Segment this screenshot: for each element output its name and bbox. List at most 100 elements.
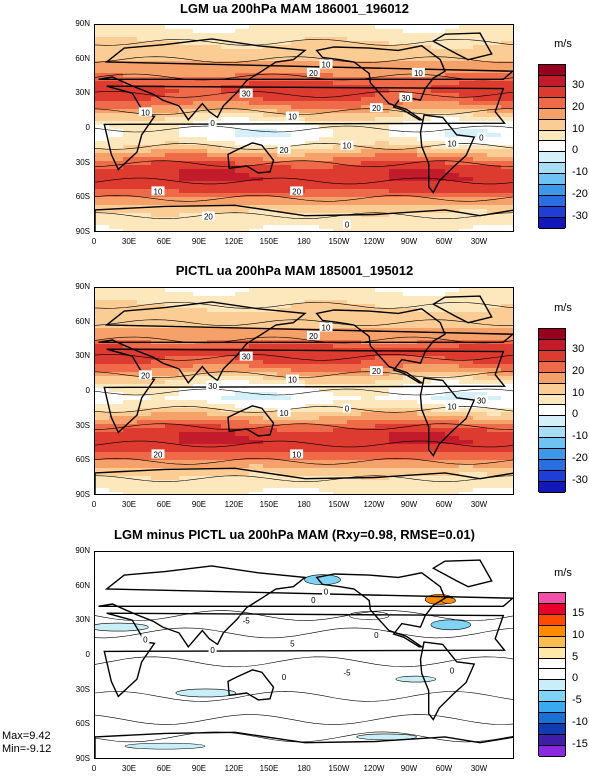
field-cell: [235, 448, 250, 453]
field-cell: [389, 25, 404, 30]
field-cell: [207, 93, 222, 98]
field-cell: [221, 448, 236, 453]
field-cell: [165, 197, 180, 202]
field-cell: [235, 225, 250, 230]
field-cell: [333, 105, 348, 110]
field-cell: [487, 105, 502, 110]
field-cell: [277, 392, 292, 397]
field-cell: [95, 384, 110, 389]
field-cell: [179, 121, 194, 126]
field-cell: [151, 109, 166, 114]
field-cell: [375, 141, 390, 146]
field-cell: [403, 336, 418, 341]
contour-label-bg: [445, 138, 459, 148]
field-cell: [319, 129, 334, 134]
field-cell: [459, 97, 474, 102]
field-cell: [319, 117, 334, 122]
field-cell: [193, 221, 208, 226]
field-cell: [403, 444, 418, 449]
field-cell: [347, 165, 362, 170]
field-cell: [109, 492, 124, 494]
field-cell: [487, 169, 502, 174]
field-cell: [137, 189, 152, 194]
field-cell: [235, 105, 250, 110]
field-cell: [389, 213, 404, 218]
field-cell: [501, 488, 513, 493]
field-cell: [123, 392, 138, 397]
field-cell: [347, 432, 362, 437]
field-cell: [361, 181, 376, 186]
field-cell: [487, 356, 502, 361]
field-cell: [333, 440, 348, 445]
field-cell: [431, 145, 446, 150]
field-cell: [375, 41, 390, 46]
field-cell: [333, 436, 348, 441]
field-cell: [165, 480, 180, 485]
coastline-6: [95, 204, 513, 231]
field-cell: [333, 149, 348, 154]
field-cell: [403, 312, 418, 317]
field-cell: [319, 472, 334, 477]
field-cell: [291, 81, 306, 86]
colorbar-box: [539, 350, 565, 362]
field-cell: [137, 41, 152, 46]
field-cell: [263, 400, 278, 405]
field-cell: [263, 440, 278, 445]
field-cell: [403, 49, 418, 54]
field-cell: [221, 372, 236, 377]
field-cell: [431, 424, 446, 429]
field-cell: [333, 145, 348, 150]
field-cell: [235, 37, 250, 42]
field-cell: [95, 197, 110, 202]
field-cell: [375, 137, 390, 142]
field-cell: [487, 225, 502, 230]
field-cell: [277, 141, 292, 146]
field-cell: [123, 336, 138, 341]
field-cell: [123, 356, 138, 361]
field-cell: [305, 125, 320, 130]
field-cell: [137, 209, 152, 214]
field-cell: [193, 416, 208, 421]
field-cell: [473, 452, 488, 457]
field-cell: [179, 193, 194, 198]
field-cell: [487, 81, 502, 86]
field-cell: [151, 364, 166, 369]
field-cell: [487, 49, 502, 54]
colorbar-box: [539, 119, 565, 131]
field-cell: [137, 197, 152, 202]
field-cell: [95, 141, 110, 146]
field-cell: [109, 25, 124, 30]
field-cell: [193, 392, 208, 397]
field-cell: [459, 61, 474, 66]
coastline-4: [419, 114, 476, 194]
field-cell: [179, 372, 194, 377]
field-cell: [305, 396, 320, 401]
field-cell: [137, 424, 152, 429]
field-cell: [95, 376, 110, 381]
field-cell: [235, 205, 250, 210]
field-cell: [361, 296, 376, 301]
field-cell: [389, 57, 404, 62]
field-cell: [347, 137, 362, 142]
field-cell: [95, 328, 110, 333]
field-cell: [417, 57, 432, 62]
field-cell: [445, 189, 460, 194]
field-cell: [333, 185, 348, 190]
field-cell: [207, 352, 222, 357]
field-cell: [277, 53, 292, 58]
contour-label-bg: [201, 211, 215, 221]
field-cell: [179, 408, 194, 413]
field-cell: [263, 396, 278, 401]
field-cell: [277, 480, 292, 485]
panel-2-colorbar: [538, 328, 566, 493]
field-cell: [417, 368, 432, 373]
field-cell: [459, 484, 474, 489]
field-cell: [123, 492, 138, 494]
contour-label-bg: [306, 67, 320, 77]
field-cell: [221, 61, 236, 66]
field-cell: [277, 49, 292, 54]
field-cell: [305, 145, 320, 150]
field-cell: [151, 53, 166, 58]
field-cell: [445, 348, 460, 353]
field-cell: [319, 300, 334, 305]
